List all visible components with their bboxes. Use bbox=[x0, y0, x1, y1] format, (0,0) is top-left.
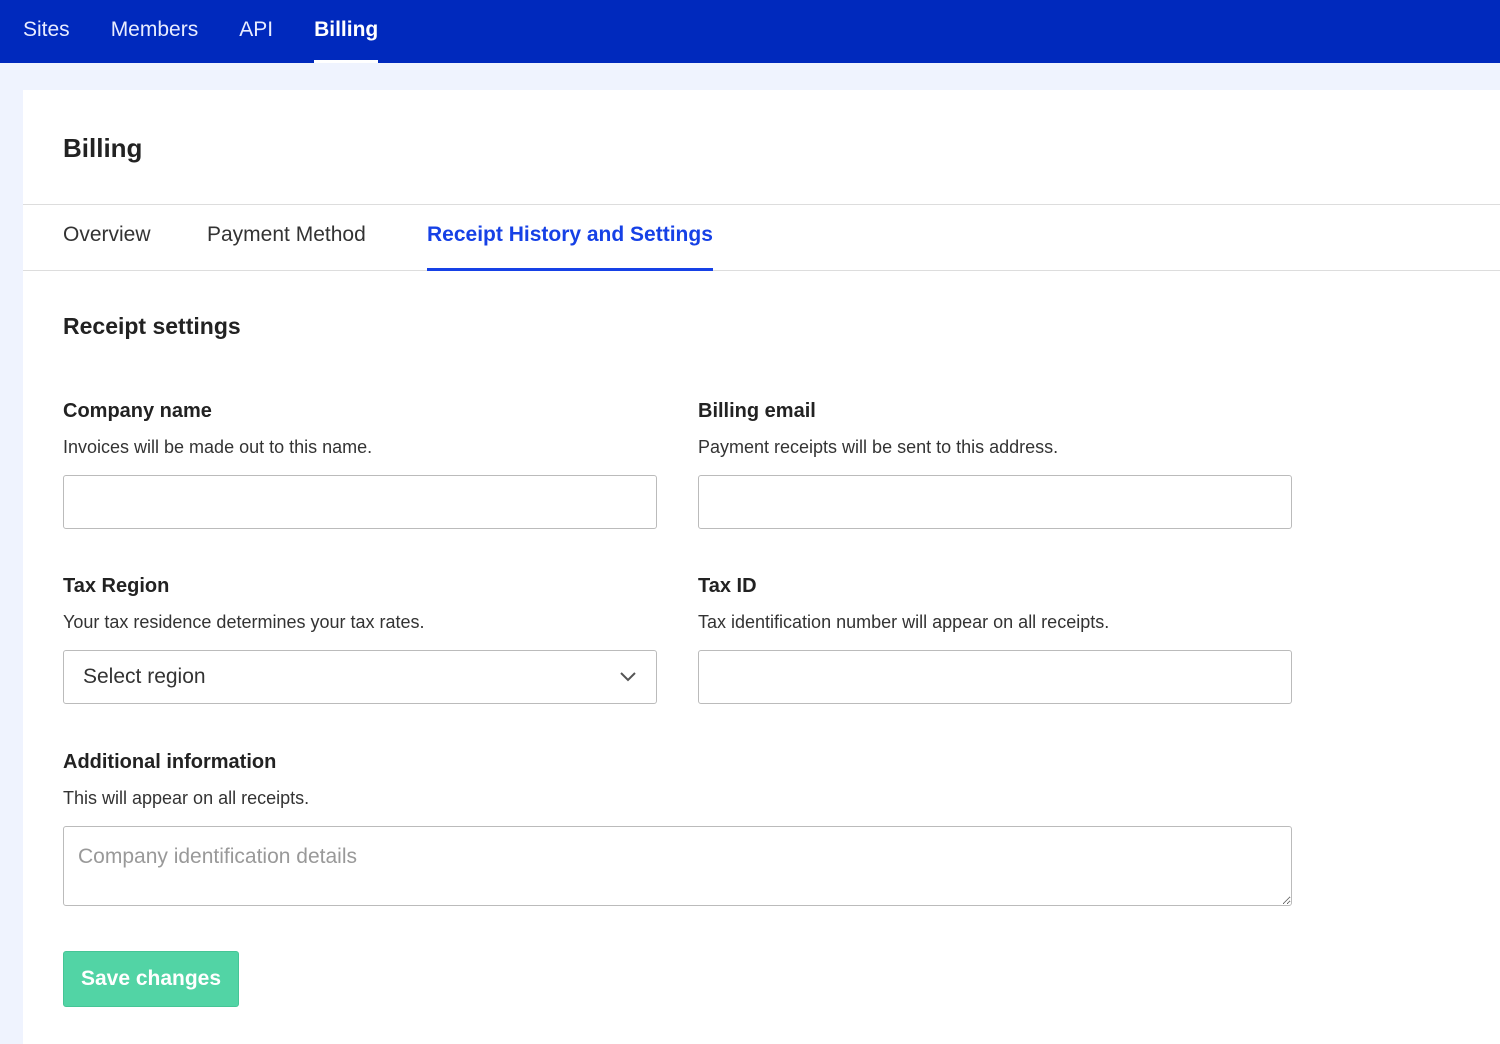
save-changes-button[interactable]: Save changes bbox=[63, 951, 239, 1007]
tax-region-field: Tax Region Your tax residence determines… bbox=[63, 575, 657, 704]
company-name-label: Company name bbox=[63, 400, 212, 422]
top-nav: Sites Members API Billing bbox=[0, 0, 1500, 63]
billing-email-label: Billing email bbox=[698, 400, 816, 422]
tax-id-input[interactable] bbox=[698, 650, 1292, 704]
page-title: Billing bbox=[63, 133, 143, 163]
tab-receipt-history[interactable]: Receipt History and Settings bbox=[427, 223, 713, 271]
tab-payment-method[interactable]: Payment Method bbox=[207, 223, 366, 246]
tax-id-label: Tax ID bbox=[698, 575, 757, 597]
additional-info-help: This will appear on all receipts. bbox=[63, 788, 310, 808]
nav-api[interactable]: API bbox=[239, 18, 274, 41]
billing-email-input[interactable] bbox=[698, 475, 1292, 529]
company-name-field: Company name Invoices will be made out t… bbox=[63, 400, 657, 529]
billing-card: Billing Overview Payment Method Receipt … bbox=[23, 90, 1500, 1044]
tax-id-help: Tax identification number will appear on… bbox=[698, 612, 1110, 632]
tax-region-value: Select region bbox=[83, 665, 206, 688]
section-title: Receipt settings bbox=[63, 313, 241, 339]
company-name-help: Invoices will be made out to this name. bbox=[63, 437, 373, 457]
tax-region-label: Tax Region bbox=[63, 575, 170, 597]
tax-region-select[interactable]: Select region bbox=[63, 650, 657, 704]
tax-id-field: Tax ID Tax identification number will ap… bbox=[698, 575, 1292, 704]
tab-bar: Overview Payment Method Receipt History … bbox=[23, 204, 1500, 271]
chevron-down-icon bbox=[620, 672, 636, 682]
tab-overview[interactable]: Overview bbox=[63, 223, 151, 246]
nav-sites[interactable]: Sites bbox=[23, 18, 70, 41]
additional-info-field: Additional information This will appear … bbox=[63, 751, 1292, 906]
billing-email-field: Billing email Payment receipts will be s… bbox=[698, 400, 1292, 529]
tax-region-help: Your tax residence determines your tax r… bbox=[63, 612, 425, 632]
nav-billing[interactable]: Billing bbox=[314, 0, 379, 63]
nav-members[interactable]: Members bbox=[110, 18, 199, 41]
company-name-input[interactable] bbox=[63, 475, 657, 529]
billing-email-help: Payment receipts will be sent to this ad… bbox=[698, 437, 1059, 457]
additional-info-label: Additional information bbox=[63, 751, 277, 773]
additional-info-textarea[interactable] bbox=[63, 826, 1292, 906]
